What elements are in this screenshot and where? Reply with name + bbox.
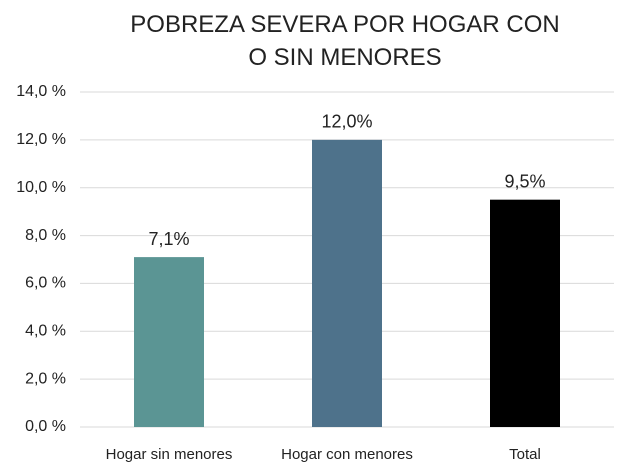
x-tick-label: Hogar sin menores: [106, 446, 233, 463]
bar: [490, 199, 560, 427]
value-label: 9,5%: [504, 171, 545, 191]
value-label: 7,1%: [148, 229, 189, 249]
y-tick-label: 6,0 %: [25, 275, 66, 292]
y-tick-label: 0,0 %: [25, 418, 66, 435]
value-label: 12,0%: [321, 112, 372, 132]
y-tick-label: 4,0 %: [25, 323, 66, 340]
x-tick-label: Hogar con menores: [281, 446, 413, 463]
y-tick-label: 2,0 %: [25, 370, 66, 387]
y-tick-label: 12,0 %: [16, 131, 66, 148]
bar: [312, 139, 382, 427]
y-tick-label: 14,0 %: [16, 83, 66, 100]
bar: [134, 257, 204, 427]
y-tick-label: 8,0 %: [25, 227, 66, 244]
chart-title: POBREZA SEVERA POR HOGAR CON O SIN MENOR…: [130, 11, 560, 71]
x-tick-label: Total: [509, 446, 541, 463]
y-tick-label: 10,0 %: [16, 179, 66, 196]
